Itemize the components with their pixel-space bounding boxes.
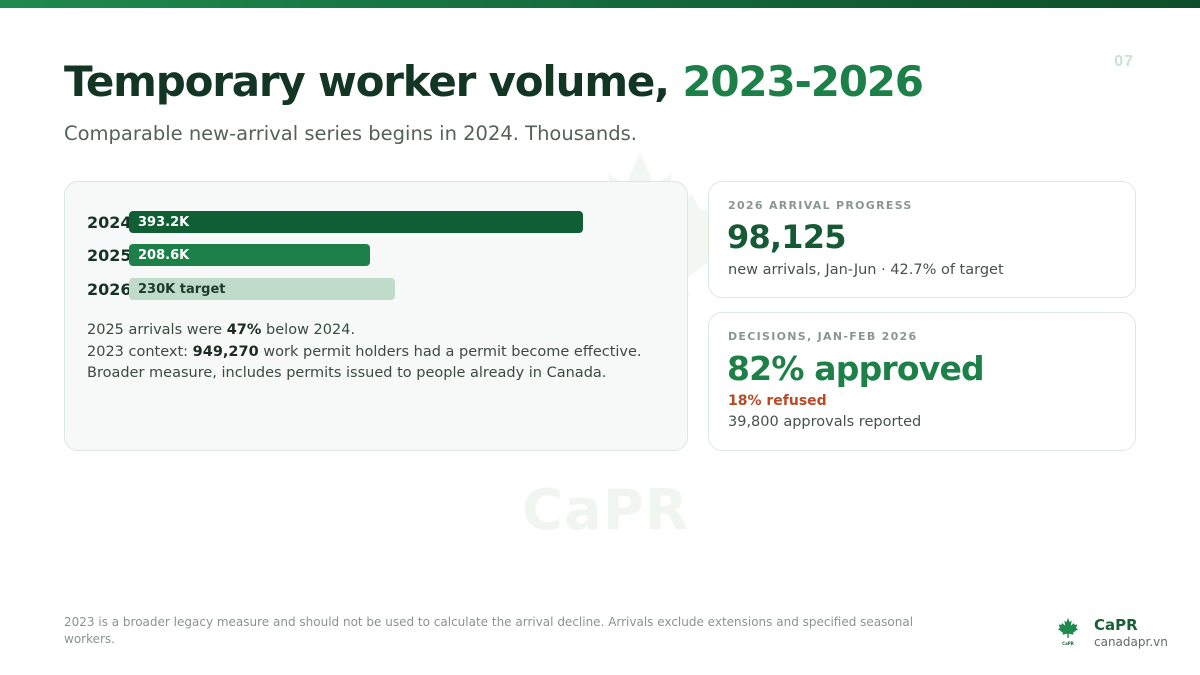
progress-caption: new arrivals, Jan-Jun · 42.7% of target	[728, 262, 1004, 278]
refusal-rate: 18% refused	[728, 393, 827, 409]
note-1-bold: 47%	[226, 322, 262, 338]
note-2-tail: work permit holders had a permit become …	[87, 343, 642, 382]
note-1-tail: below 2024.	[261, 322, 356, 338]
progress-value: 98,125	[727, 218, 846, 256]
bar-track: 230K target	[129, 278, 649, 300]
approval-rate: 82% approved	[727, 349, 985, 388]
decisions-kicker: DECISIONS, JAN-FEB 2026	[728, 330, 918, 343]
brand-name: CaPR	[1094, 616, 1138, 634]
logo-caption: CaPR	[1062, 641, 1074, 646]
note-2-bold: 949,270	[192, 343, 259, 360]
arrival-progress-card: 2026 ARRIVAL PROGRESS 98,125 new arrival…	[708, 181, 1136, 298]
page-number: 07	[1114, 53, 1134, 70]
volume-chart-card: 2024 393.2K 2025 208.6K 2026 230K target 2025…	[64, 181, 688, 451]
bar-row-2025: 2025 208.6K	[87, 244, 649, 266]
note-line-1: 2025 arrivals were 47% below 2024.	[87, 320, 677, 342]
bar-category-label: 2024	[87, 212, 132, 232]
bar-value-label: 393.2K	[138, 214, 190, 230]
note-1-text: 2025 arrivals were	[87, 322, 227, 338]
bar-track: 393.2K	[129, 211, 649, 233]
progress-kicker: 2026 ARRIVAL PROGRESS	[728, 199, 913, 212]
page-subtitle: Comparable new-arrival series begins in …	[64, 122, 637, 145]
decisions-card: DECISIONS, JAN-FEB 2026 82% approved 18%…	[708, 312, 1136, 451]
bar-value-label: 208.6K	[138, 247, 190, 263]
bar-row-2024: 2024 393.2K	[87, 211, 649, 233]
maple-leaf-logo-icon: CaPR	[1058, 618, 1078, 646]
bar-2024: 393.2K	[129, 211, 584, 233]
bar-track: 208.6K	[129, 244, 649, 266]
page-title: Temporary worker volume, 2023-2026	[64, 56, 924, 108]
bar-category-label: 2025	[87, 245, 132, 265]
top-accent-bar	[0, 0, 1200, 8]
bar-2025: 208.6K	[129, 244, 371, 266]
chart-notes: 2025 arrivals were 47% below 2024. 2023 …	[87, 320, 677, 385]
note-2-text: 2023 context:	[87, 343, 193, 360]
brand-url: canadapr.vn	[1094, 635, 1168, 649]
note-line-2: 2023 context: 949,270 work permit holder…	[87, 342, 677, 385]
bar-row-2026: 2026 230K target	[87, 278, 649, 300]
title-main: Temporary worker volume,	[64, 57, 670, 106]
bar-value-label: 230K target	[138, 281, 226, 297]
footer-note: 2023 is a broader legacy measure and sho…	[64, 615, 914, 646]
brand-watermark: CaPR	[522, 478, 690, 543]
bar-category-label: 2026	[87, 279, 132, 299]
bar-2026: 230K target	[129, 278, 395, 300]
approvals-caption: 39,800 approvals reported	[728, 414, 922, 430]
title-accent: 2023-2026	[682, 57, 924, 106]
